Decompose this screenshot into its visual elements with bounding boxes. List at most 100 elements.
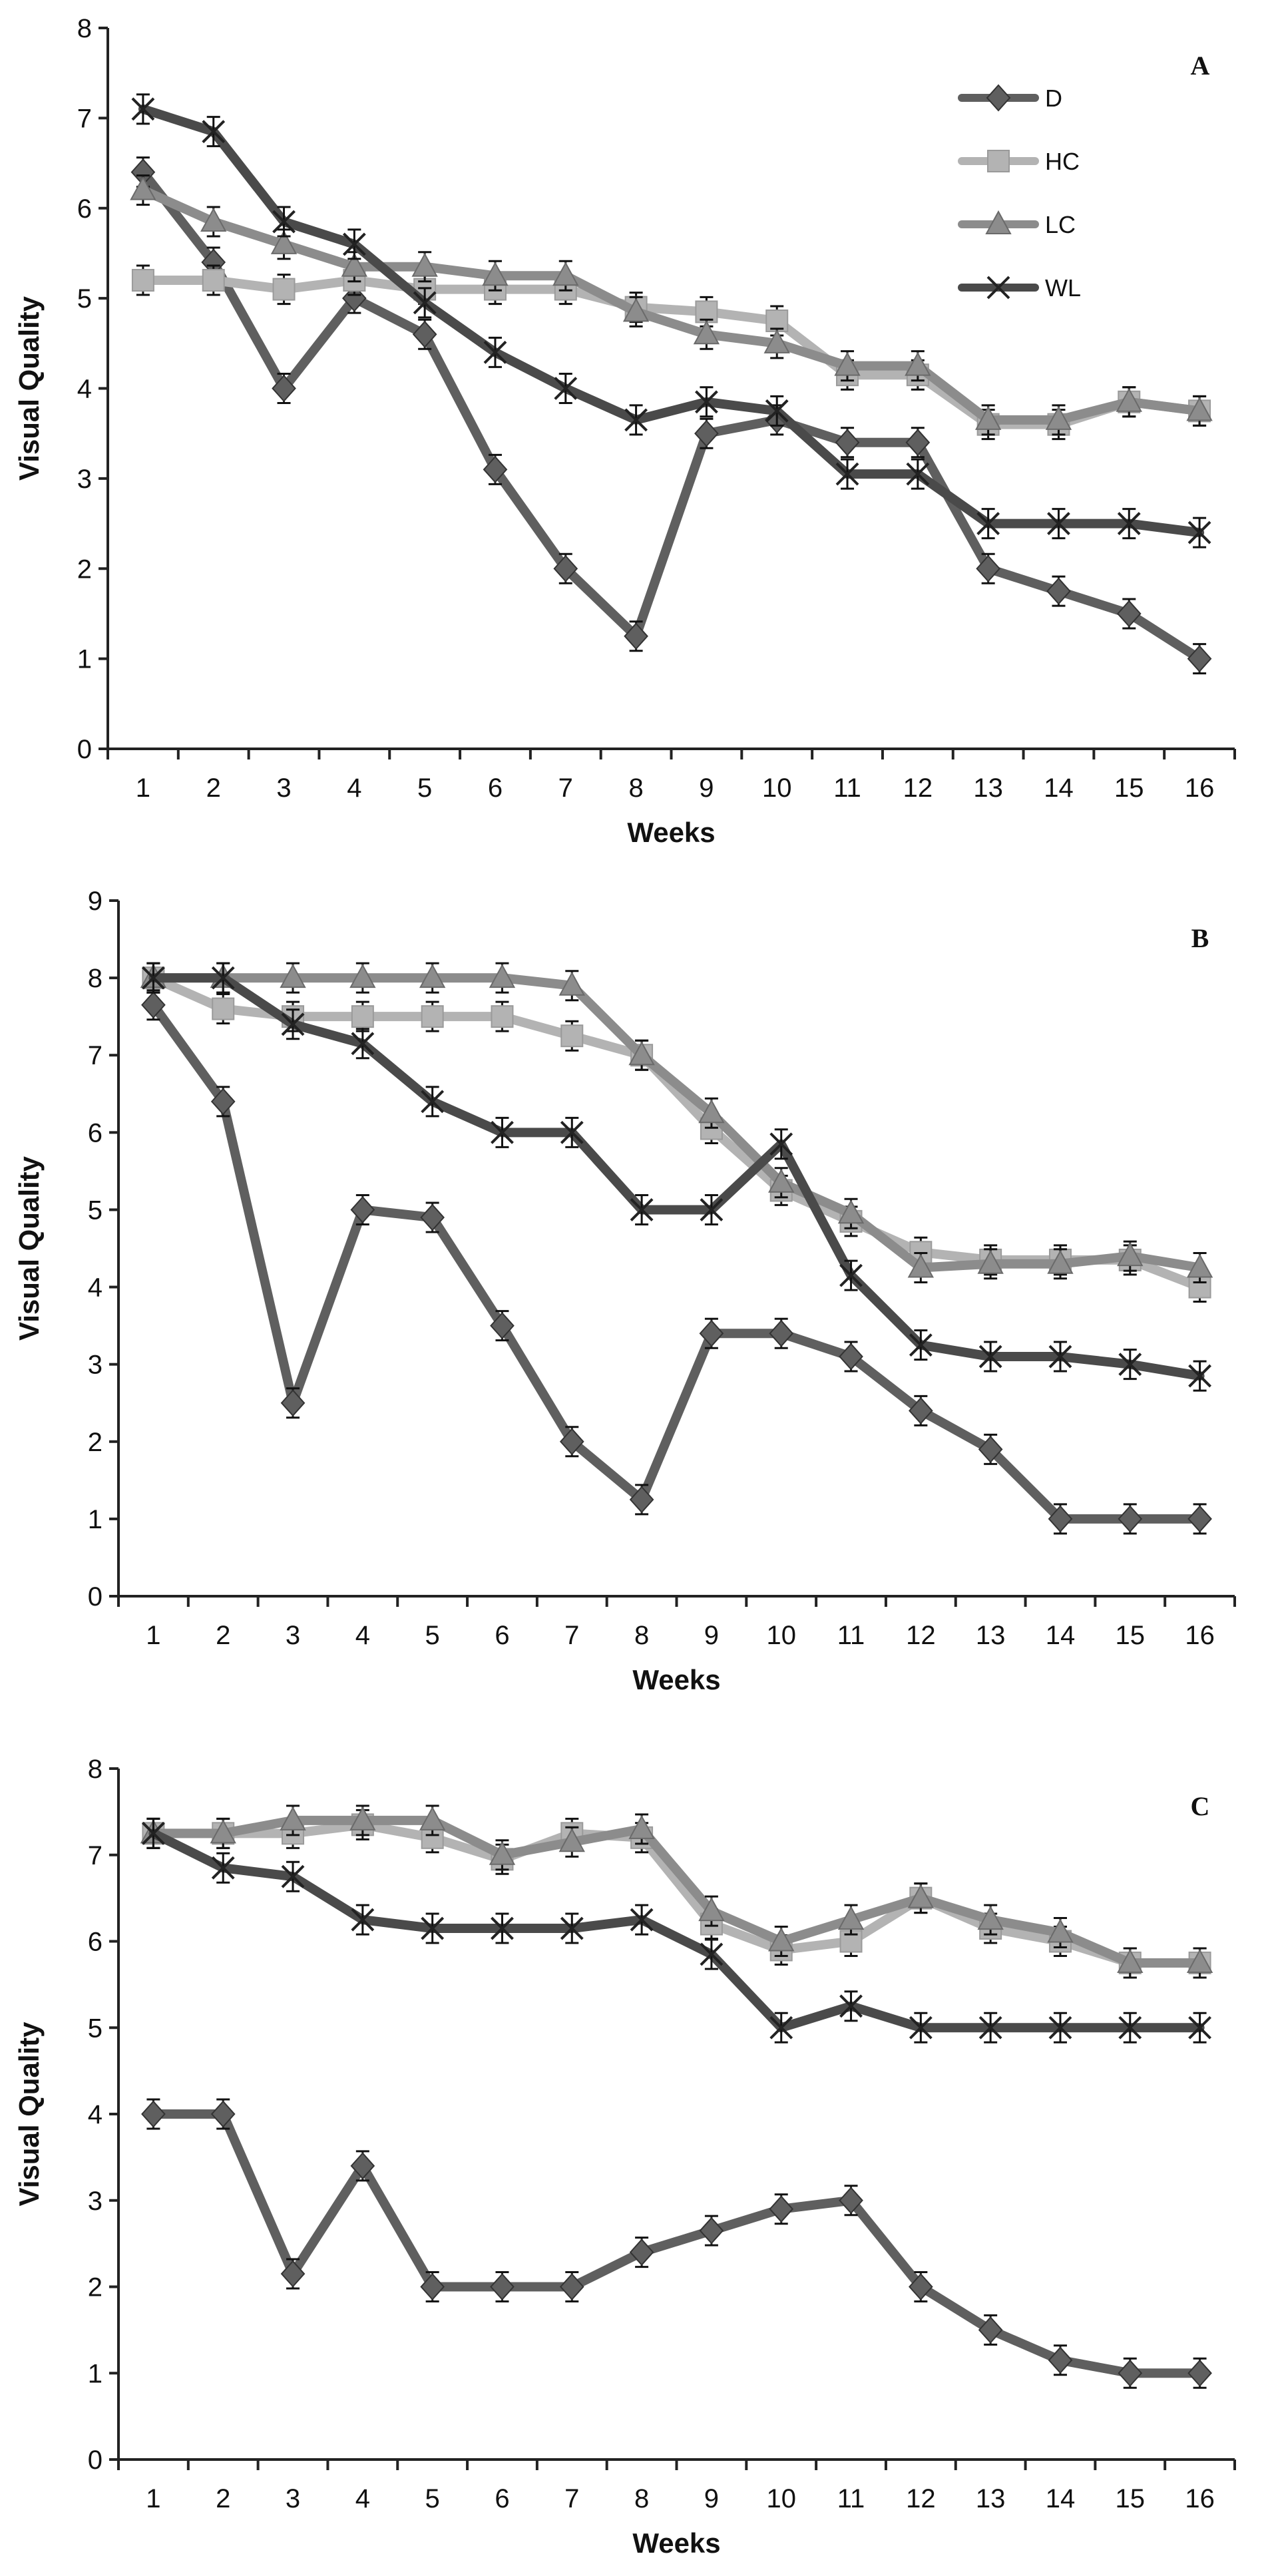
x-tick-label: 12 bbox=[903, 773, 933, 803]
x-tick-label: 10 bbox=[762, 773, 792, 803]
data-point-wl bbox=[281, 1012, 305, 1036]
data-point-d bbox=[490, 2273, 515, 2300]
legend-marker-lc bbox=[985, 210, 1012, 234]
series-line-lc bbox=[138, 185, 1205, 425]
legend-label: LC bbox=[1045, 211, 1076, 238]
data-point-lc bbox=[280, 1806, 306, 1830]
data-point-wl bbox=[202, 120, 226, 144]
x-tick-label: 14 bbox=[1046, 2484, 1076, 2513]
data-point-wl bbox=[978, 2016, 1002, 2039]
series-line-d bbox=[138, 167, 1205, 664]
data-point-d bbox=[694, 419, 719, 447]
data-point-d bbox=[839, 1343, 863, 1371]
x-tick-label: 9 bbox=[699, 773, 714, 803]
data-point-lc bbox=[907, 1253, 935, 1278]
data-point-lc bbox=[558, 971, 585, 996]
data-point-d bbox=[1118, 1505, 1143, 1533]
data-point-hc bbox=[560, 1024, 584, 1048]
x-tick-label: 13 bbox=[976, 1621, 1006, 1650]
series-hc bbox=[142, 1809, 1211, 1979]
x-tick-label: 16 bbox=[1185, 773, 1215, 803]
x-tick-label: 1 bbox=[136, 773, 150, 803]
data-point-wl bbox=[765, 399, 789, 423]
data-point-d bbox=[1048, 2346, 1073, 2374]
x-tick-label: 10 bbox=[766, 2484, 796, 2513]
y-tick-label: 5 bbox=[88, 2014, 103, 2043]
data-point-lc bbox=[974, 405, 1002, 430]
legend-label: HC bbox=[1045, 148, 1080, 175]
series-line-wl bbox=[148, 1828, 1205, 2033]
data-point-lc bbox=[628, 1815, 655, 1839]
data-point-wl bbox=[839, 1994, 863, 2018]
data-point-d bbox=[1118, 2359, 1143, 2387]
data-point-d bbox=[280, 1389, 306, 1417]
data-point-lc bbox=[907, 1884, 935, 1908]
data-point-wl bbox=[483, 340, 507, 364]
y-tick-label: 2 bbox=[77, 554, 92, 584]
y-axis-title: Visual Quality bbox=[13, 2022, 45, 2207]
data-point-wl bbox=[1117, 512, 1141, 535]
data-point-d bbox=[141, 2100, 166, 2128]
legend: D HC LC WL bbox=[958, 84, 1081, 302]
x-tick-label: 7 bbox=[558, 773, 573, 803]
data-point-wl bbox=[1188, 1364, 1212, 1388]
y-tick-label: 2 bbox=[88, 1428, 103, 1457]
data-point-lc bbox=[628, 1041, 655, 1066]
x-tick-label: 16 bbox=[1185, 2484, 1215, 2513]
x-tick-label: 1 bbox=[146, 2484, 160, 2513]
data-point-lc bbox=[834, 351, 861, 376]
data-point-lc bbox=[419, 964, 446, 988]
y-axis-title: Visual Quality bbox=[13, 1156, 45, 1341]
data-point-wl bbox=[491, 1916, 514, 1940]
y-tick-label: 3 bbox=[88, 2187, 103, 2216]
data-point-d bbox=[699, 2217, 724, 2245]
y-tick-label: 8 bbox=[88, 964, 103, 993]
data-point-hc bbox=[421, 1005, 444, 1028]
y-tick-label: 5 bbox=[88, 1195, 103, 1225]
data-point-lc bbox=[130, 176, 156, 200]
y-tick-label: 8 bbox=[88, 1755, 103, 1784]
data-point-lc bbox=[1117, 1948, 1144, 1973]
y-tick-label: 0 bbox=[88, 1582, 103, 1611]
data-point-wl bbox=[413, 291, 437, 315]
y-tick-label: 8 bbox=[77, 14, 92, 43]
x-tick-label: 5 bbox=[417, 773, 432, 803]
x-tick-label: 12 bbox=[906, 2484, 936, 2513]
data-point-lc bbox=[558, 1828, 585, 1852]
series-line-lc bbox=[148, 973, 1205, 1273]
data-point-wl bbox=[141, 966, 165, 990]
data-point-wl bbox=[560, 1120, 584, 1144]
legend-marker-d bbox=[986, 84, 1011, 112]
data-point-wl bbox=[624, 408, 648, 432]
x-tick-label: 11 bbox=[837, 1621, 865, 1650]
data-point-wl bbox=[1118, 1353, 1142, 1377]
x-tick-label: 4 bbox=[355, 2484, 370, 2513]
data-point-lc bbox=[905, 351, 931, 376]
x-tick-label: 5 bbox=[425, 2484, 440, 2513]
data-point-wl bbox=[342, 232, 366, 256]
panel-label: B bbox=[1191, 923, 1209, 953]
legend-entry-hc: HC bbox=[958, 148, 1080, 175]
data-point-lc bbox=[1116, 387, 1142, 412]
data-point-lc bbox=[763, 329, 790, 353]
x-tick-label: 6 bbox=[495, 1621, 509, 1650]
data-point-wl bbox=[976, 512, 1000, 535]
data-point-d bbox=[978, 1435, 1003, 1463]
legend-marker-wl bbox=[986, 276, 1010, 300]
legend-entry-wl: WL bbox=[958, 274, 1081, 302]
panel-label: C bbox=[1191, 1791, 1210, 1821]
data-point-d bbox=[624, 622, 648, 650]
series-lc bbox=[130, 174, 1213, 436]
series-wl bbox=[141, 962, 1212, 1392]
data-point-d bbox=[1116, 600, 1142, 628]
data-point-lc bbox=[1047, 1249, 1074, 1274]
data-point-lc bbox=[768, 1927, 795, 1952]
y-tick-label: 7 bbox=[77, 104, 92, 133]
data-point-wl bbox=[835, 462, 859, 486]
y-tick-label: 7 bbox=[88, 1841, 103, 1870]
x-axis-title: Weeks bbox=[627, 817, 715, 848]
y-tick-label: 1 bbox=[88, 2359, 103, 2388]
data-point-hc bbox=[351, 1005, 374, 1028]
